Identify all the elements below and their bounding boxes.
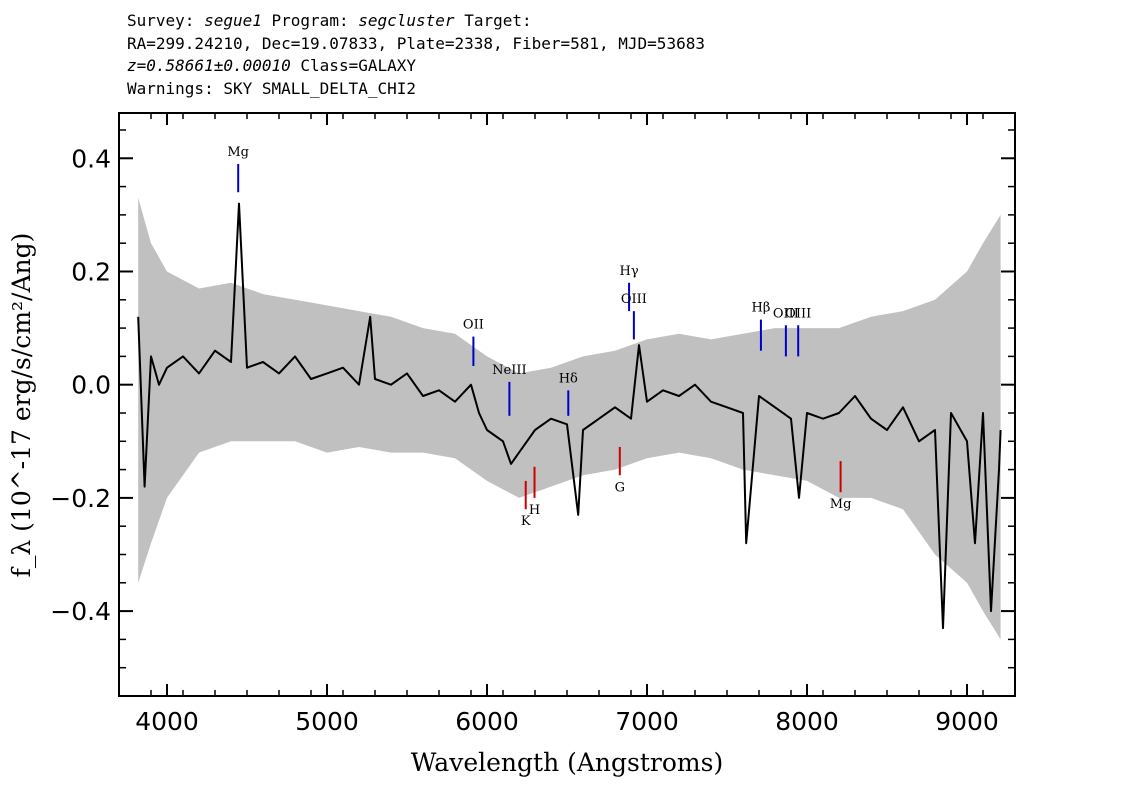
x-tick-label: 5000 (295, 707, 359, 736)
survey-label: Survey: (127, 11, 195, 30)
y-tick-label: 0.4 (71, 144, 111, 173)
class-value: Class=GALAXY (300, 56, 416, 75)
emission-line-label: OIII (785, 306, 811, 321)
absorption-line-label: Mg (830, 497, 852, 512)
absorption-line-label: G (615, 480, 625, 495)
target-label: Target: (464, 11, 532, 30)
emission-line-label: Hγ (620, 264, 639, 279)
emission-line-label: OIII (773, 306, 799, 321)
y-axis-label: f_λ (10^-17 erg/s/cm²/Ang) (7, 233, 36, 578)
ticks-layer: 4000 5000 6000 7000 8000 9000 0.4 0.2 0.0 −0.2 −0.… (50, 113, 1016, 736)
emission-line-label: Mg (227, 145, 249, 160)
y-tick-label: 0.2 (71, 257, 111, 286)
emission-line-label: OII (463, 318, 484, 333)
y-tick-label: −0.4 (50, 597, 111, 626)
x-tick-label: 8000 (775, 707, 839, 736)
x-tick-label: 6000 (455, 707, 519, 736)
header-line-3: z=0.58661±0.00010 Class=GALAXY (127, 55, 705, 78)
x-tick-label: 7000 (615, 707, 679, 736)
program-label: Program: (271, 11, 349, 30)
redshift-value: z=0.58661±0.00010 (127, 56, 291, 75)
spectrum-header: Survey: segue1 Program: segcluster Targe… (127, 10, 705, 100)
flux-line (137, 202, 1002, 630)
emission-line-label: NeIII (492, 363, 526, 378)
error-band (138, 197, 1001, 640)
x-tick-label: 4000 (135, 707, 199, 736)
header-line-4: Warnings: SKY SMALL_DELTA_CHI2 (127, 78, 416, 98)
header-line-2: RA=299.24210, Dec=19.07833, Plate=2338, … (127, 33, 705, 53)
x-tick-label: 9000 (935, 707, 999, 736)
absorption-line-label: H (529, 503, 540, 518)
y-axis-label-group: f_λ (10^-17 erg/s/cm²/Ang) (7, 233, 36, 578)
y-tick-label: 0.0 (71, 371, 111, 400)
emission-line-label: Hδ (559, 371, 578, 386)
survey-value: segue1 (204, 11, 262, 30)
header-line-1: Survey: segue1 Program: segcluster Targe… (127, 10, 705, 33)
emission-line-label: Hβ (751, 301, 770, 316)
absorption-line-label: K (521, 514, 531, 529)
flux-layer (137, 202, 1002, 630)
error-band-layer (138, 197, 1001, 640)
program-value: segcluster (358, 11, 455, 30)
x-axis-label: Wavelength (Angstroms) (411, 748, 723, 777)
emission-line-label: OIII (621, 292, 647, 307)
y-tick-label: −0.2 (50, 484, 111, 513)
